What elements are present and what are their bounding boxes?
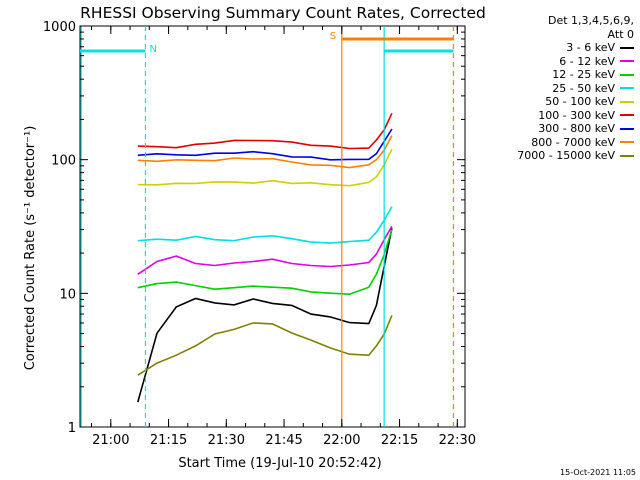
legend: Det 1,3,4,5,6,9, Att 0 3 - 6 keV 6 - 12 k… — [517, 14, 634, 163]
legend-title-line-2: Att 0 — [607, 27, 634, 41]
x-tick-label: 22:00 — [323, 433, 360, 448]
legend-label: 800 - 7000 keV — [531, 135, 615, 149]
legend-item: 7000 - 15000 keV — [517, 149, 634, 163]
legend-item: 800 - 7000 keV — [517, 136, 634, 150]
legend-swatch — [620, 60, 634, 63]
annotation-label: S — [330, 31, 336, 42]
series-line-1 — [137, 225, 393, 275]
legend-label: 25 - 50 keV — [552, 81, 615, 95]
x-tick-label: 21:00 — [92, 433, 129, 448]
legend-swatch — [620, 127, 634, 130]
legend-item: 100 - 300 keV — [517, 109, 634, 123]
legend-label: 3 - 6 keV — [566, 41, 615, 54]
legend-item: 12 - 25 keV — [517, 68, 634, 82]
x-tick-label: 21:30 — [208, 433, 245, 448]
legend-title-line-1: Det 1,3,4,5,6,9, — [547, 14, 634, 27]
chart-title: RHESSI Observing Summary Count Rates, Co… — [80, 4, 486, 22]
legend-item: 3 - 6 keV — [517, 41, 634, 55]
annotation-label: N — [149, 44, 156, 55]
x-tick-label: 22:30 — [439, 433, 476, 448]
legend-swatch — [620, 46, 634, 49]
x-axis: 21:00 21:15 21:30 21:45 22:00 22:15 22:30 — [91, 26, 476, 448]
y-tick-label: 1 — [68, 421, 76, 436]
x-tick-label: 21:45 — [265, 433, 302, 448]
legend-swatch — [620, 100, 634, 103]
legend-swatch — [620, 114, 634, 117]
series-line-3 — [137, 206, 393, 244]
y-axis-label: Corrected Count Rate (s⁻¹ detector⁻¹) — [23, 126, 38, 371]
series-line-5 — [137, 112, 393, 150]
legend-label: 12 - 25 keV — [552, 68, 615, 81]
series-line-0 — [137, 228, 393, 403]
y-tick-label: 1000 — [43, 20, 76, 35]
series-line-7 — [137, 135, 393, 169]
legend-item: 25 - 50 keV — [517, 82, 634, 96]
x-tick-label: 21:15 — [150, 433, 187, 448]
legend-swatch — [620, 154, 634, 157]
legend-swatch — [620, 73, 634, 76]
y-tick-label: 100 — [51, 154, 76, 169]
legend-label: 7000 - 15000 keV — [517, 149, 615, 162]
legend-label: 300 - 800 keV — [538, 122, 615, 135]
series-line-6 — [137, 128, 393, 161]
plot-frame — [79, 25, 466, 428]
legend-rows: 3 - 6 keV 6 - 12 keV 12 - 25 keV 25 - 50 ke… — [517, 41, 634, 163]
legend-swatch — [620, 141, 634, 144]
x-axis-label: Start Time (19-Jul-10 20:52:42) — [178, 456, 381, 471]
legend-label: 6 - 12 keV — [559, 54, 615, 68]
legend-item: 300 - 800 keV — [517, 122, 634, 136]
y-axis: 1 10 100 1000 — [43, 20, 465, 436]
plot-area: NS — [79, 25, 466, 428]
legend-label: 50 - 100 keV — [545, 95, 615, 108]
legend-item: 6 - 12 keV — [517, 55, 634, 69]
legend-label: 100 - 300 keV — [538, 108, 615, 122]
timestamp: 15-Oct-2021 11:05 — [560, 468, 636, 477]
legend-swatch — [620, 87, 634, 90]
legend-item: 50 - 100 keV — [517, 95, 634, 109]
x-tick-label: 22:15 — [381, 433, 418, 448]
series-line-4 — [137, 148, 393, 187]
series-line-8 — [137, 315, 393, 376]
y-tick-label: 10 — [59, 287, 76, 302]
series-line-2 — [137, 229, 393, 296]
